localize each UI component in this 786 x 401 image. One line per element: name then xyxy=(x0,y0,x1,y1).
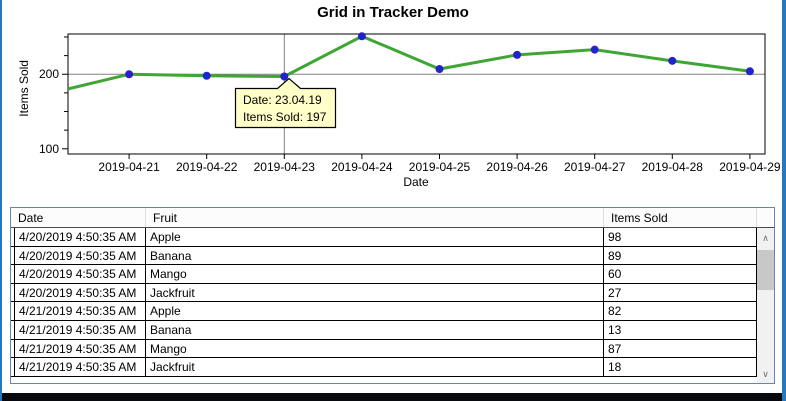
x-tick-label: 2019-04-21 xyxy=(98,160,160,174)
table-cell[interactable]: 4/21/2019 4:50:35 AM xyxy=(15,358,146,376)
table-cell[interactable]: 89 xyxy=(604,246,757,265)
table-row[interactable]: 4/21/2019 4:50:35 AM Jackfruit 18 xyxy=(11,358,757,377)
window-border-left xyxy=(0,0,2,401)
bottom-bar xyxy=(2,393,782,401)
x-tick-label: 2019-04-24 xyxy=(331,160,393,174)
tooltip-date-line: Date: 23.04.19 xyxy=(243,93,322,107)
data-point-marker xyxy=(280,72,289,81)
table-cell[interactable]: Banana xyxy=(146,320,604,339)
table-row[interactable]: 4/21/2019 4:50:35 AM Mango 87 xyxy=(11,339,757,359)
grid-header: Date Fruit Items Sold xyxy=(11,208,774,228)
table-cell[interactable]: 4/21/2019 4:50:35 AM xyxy=(15,302,146,320)
table-row[interactable]: 4/21/2019 4:50:35 AM Apple 82 xyxy=(11,302,757,321)
x-tick-label: 2019-04-28 xyxy=(642,160,704,174)
data-point-marker xyxy=(357,32,366,41)
row-header-gutter xyxy=(11,358,15,376)
y-tick-label: 100 xyxy=(39,142,59,156)
row-header-gutter xyxy=(11,283,15,302)
vertical-scrollbar[interactable]: ∧ ∨ xyxy=(757,228,774,383)
table-cell[interactable]: 4/20/2019 4:50:35 AM xyxy=(15,228,146,246)
tooltip-value-line: Items Sold: 197 xyxy=(243,110,327,124)
grid-body: 4/20/2019 4:50:35 AM Apple 98 4/20/2019 4:5… xyxy=(11,228,757,383)
row-header-gutter xyxy=(11,265,15,283)
scrollbar-thumb[interactable] xyxy=(757,250,774,290)
table-cell[interactable]: Banana xyxy=(146,246,604,265)
tooltip-callout xyxy=(234,77,337,129)
column-header-items-sold[interactable]: Items Sold xyxy=(604,208,757,227)
data-point-marker xyxy=(745,67,754,76)
column-header-date[interactable]: Date xyxy=(11,208,146,227)
scroll-down-button[interactable]: ∨ xyxy=(757,366,774,382)
table-cell[interactable]: 4/21/2019 4:50:35 AM xyxy=(15,320,146,339)
data-point-marker xyxy=(513,50,522,59)
chart-panel: Grid in Tracker Demo Items Sold 100 200 20… xyxy=(0,0,786,200)
table-cell[interactable]: Mango xyxy=(146,265,604,283)
table-cell[interactable]: 13 xyxy=(604,320,757,339)
series-line xyxy=(68,34,751,91)
x-tick-label: 2019-04-26 xyxy=(486,160,548,174)
row-header-gutter xyxy=(11,246,15,265)
row-header-gutter xyxy=(11,339,15,358)
x-tick-label: 2019-04-23 xyxy=(254,160,316,174)
table-row[interactable]: 4/20/2019 4:50:35 AM Banana 89 xyxy=(11,246,757,266)
chevron-down-icon: ∨ xyxy=(762,369,769,379)
y-tick-label: 200 xyxy=(39,67,59,81)
table-cell[interactable]: Mango xyxy=(146,339,604,358)
chevron-up-icon: ∧ xyxy=(762,233,769,243)
table-cell[interactable]: 27 xyxy=(604,283,757,302)
table-cell[interactable]: Apple xyxy=(146,302,604,320)
table-cell[interactable]: 98 xyxy=(604,228,757,246)
line-chart[interactable]: 100 200 2019-04-21 2019-04-22 2019-04-23 2019… xyxy=(0,0,786,198)
row-header-gutter xyxy=(11,320,15,339)
column-header-fruit[interactable]: Fruit xyxy=(146,208,604,227)
data-point-marker xyxy=(435,65,444,74)
x-tick-label: 2019-04-29 xyxy=(719,160,781,174)
table-cell[interactable]: 4/20/2019 4:50:35 AM xyxy=(15,246,146,265)
header-filler xyxy=(757,208,774,227)
table-cell[interactable]: 4/20/2019 4:50:35 AM xyxy=(15,265,146,283)
table-cell[interactable]: 4/21/2019 4:50:35 AM xyxy=(15,339,146,358)
table-cell[interactable]: Jackfruit xyxy=(146,358,604,376)
table-cell[interactable]: 4/20/2019 4:50:35 AM xyxy=(15,283,146,302)
table-cell[interactable]: Apple xyxy=(146,228,604,246)
table-row[interactable]: 4/20/2019 4:50:35 AM Apple 98 xyxy=(11,228,757,247)
x-tick-label: 2019-04-27 xyxy=(564,160,626,174)
table-cell[interactable]: 18 xyxy=(604,358,757,376)
row-header-gutter xyxy=(11,302,15,320)
table-cell[interactable]: 60 xyxy=(604,265,757,283)
table-cell[interactable]: 87 xyxy=(604,339,757,358)
table-cell[interactable]: Jackfruit xyxy=(146,283,604,302)
data-grid: Date Fruit Items Sold 4/20/2019 4:50:35 … xyxy=(10,207,775,384)
table-cell[interactable]: 82 xyxy=(604,302,757,320)
x-tick-label: 2019-04-22 xyxy=(176,160,238,174)
row-header-gutter xyxy=(11,228,15,246)
window-border-right xyxy=(782,0,786,401)
data-point-marker xyxy=(590,45,599,54)
data-point-marker xyxy=(668,56,677,65)
table-row[interactable]: 4/20/2019 4:50:35 AM Mango 60 xyxy=(11,265,757,284)
x-axis-label: Date xyxy=(403,175,429,189)
scroll-up-button[interactable]: ∧ xyxy=(757,230,774,246)
plot-border xyxy=(67,33,766,155)
tracker-tooltip: Date: 23.04.19 Items Sold: 197 xyxy=(234,77,337,129)
data-point-marker xyxy=(125,70,134,79)
data-point-marker xyxy=(202,71,211,80)
chart-title: Grid in Tracker Demo xyxy=(317,4,469,21)
x-tick-label: 2019-04-25 xyxy=(409,160,471,174)
table-row[interactable]: 4/20/2019 4:50:35 AM Jackfruit 27 xyxy=(11,283,757,303)
table-row[interactable]: 4/21/2019 4:50:35 AM Banana 13 xyxy=(11,320,757,340)
